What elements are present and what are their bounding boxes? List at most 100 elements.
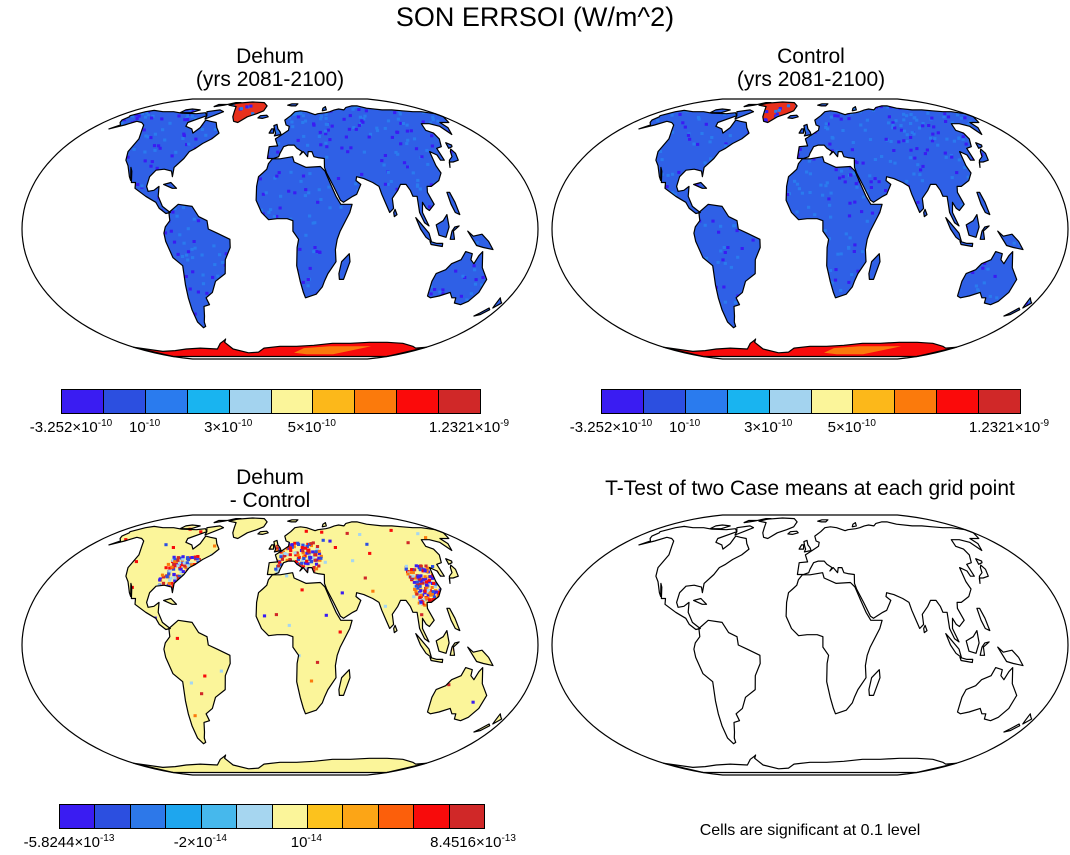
grid-cell [313,553,317,557]
colorbar-cell [355,390,398,413]
map-svg [551,98,1069,360]
grid-cell [465,568,469,572]
land-sumatra [945,217,962,242]
grid-cell [756,275,760,279]
grid-cell [422,737,426,740]
grid-cell [655,297,659,301]
grid-cell [414,147,419,151]
grid-cell [181,570,185,574]
grid-cell [441,292,445,296]
grid-cell [424,583,429,587]
grid-cell [309,556,313,560]
grid-cell [146,135,150,139]
colorbar-cell [439,390,481,413]
grid-cell [469,292,473,296]
grid-cell [726,246,730,249]
grid-cell [185,253,189,257]
grid-cell [376,212,380,216]
grid-cell [412,595,416,599]
grid-cell [839,252,843,256]
grid-cell [365,542,369,546]
grid-cell [157,588,161,592]
grid-cell [503,177,506,180]
grid-cell [313,246,317,249]
grid-cell [190,571,194,575]
grid-cell [323,325,327,328]
land-newGuinea [997,231,1023,250]
grid-cell [178,565,182,569]
grid-cell [317,135,321,138]
grid-cell [436,130,441,134]
grid-cell [432,581,436,585]
colorbar-cell [187,390,230,413]
grid-cell [795,210,799,214]
grid-cell [88,323,91,326]
grid-cell [982,133,986,137]
grid-cell [957,136,961,140]
grid-cell [825,155,829,159]
colorbar-cell [895,390,938,413]
grid-cell [277,271,281,275]
grid-cell [668,259,672,263]
grid-cell [775,112,779,116]
grid-cell [492,241,496,245]
grid-cell [764,119,768,123]
grid-cell [519,212,522,215]
grid-cell [103,243,106,246]
grid-cell [780,328,784,332]
grid-cell [700,132,704,135]
grid-cell [627,135,630,138]
grid-cell [431,565,435,568]
coastline-britain [803,123,812,137]
grid-cell [604,292,607,295]
land-fill [638,102,1032,357]
grid-cell [33,208,36,211]
grid-cell [305,545,309,548]
grid-cell [740,107,744,111]
grid-cell [916,310,920,314]
coastline-philippines [446,191,461,216]
grid-cell [784,323,788,327]
grid-cell [85,681,88,684]
grid-cell [976,239,980,243]
grid-cell [739,106,743,110]
grid-cell [571,253,574,256]
grid-cell [624,310,627,313]
tick-exponent: -13 [501,833,516,844]
grid-cell [188,287,192,291]
grid-cell [936,143,940,147]
grid-cell [231,218,235,222]
colorbar-diff [59,804,485,829]
grid-cell [294,553,298,557]
grid-cell [227,219,231,223]
grid-cell [495,262,499,266]
grid-cell [136,183,140,186]
grid-cell [406,667,410,671]
grid-cell [359,122,363,126]
grid-cell [894,104,898,108]
grid-cell [296,553,300,557]
grid-cell [988,294,992,298]
grid-cell [609,215,612,218]
grid-cell [433,571,438,575]
grid-cell [99,134,102,137]
grid-cell [631,323,634,326]
grid-cell [488,216,493,220]
grid-cell [911,219,916,223]
grid-cell [717,230,721,234]
grid-cell [722,246,726,249]
grid-cell [901,243,905,247]
grid-cell [409,108,413,112]
grid-cell [249,710,253,714]
tick-mantissa: 3×10 [204,419,238,436]
grid-cell [884,137,888,141]
grid-cell [274,104,278,107]
grid-cell [363,251,367,255]
tick-exponent: -9 [1040,418,1050,429]
grid-cell [892,303,897,306]
grid-cell [771,169,776,173]
grid-cell [228,128,232,132]
grid-cell [908,156,912,160]
grid-cell [891,329,895,333]
grid-cell [262,248,266,251]
